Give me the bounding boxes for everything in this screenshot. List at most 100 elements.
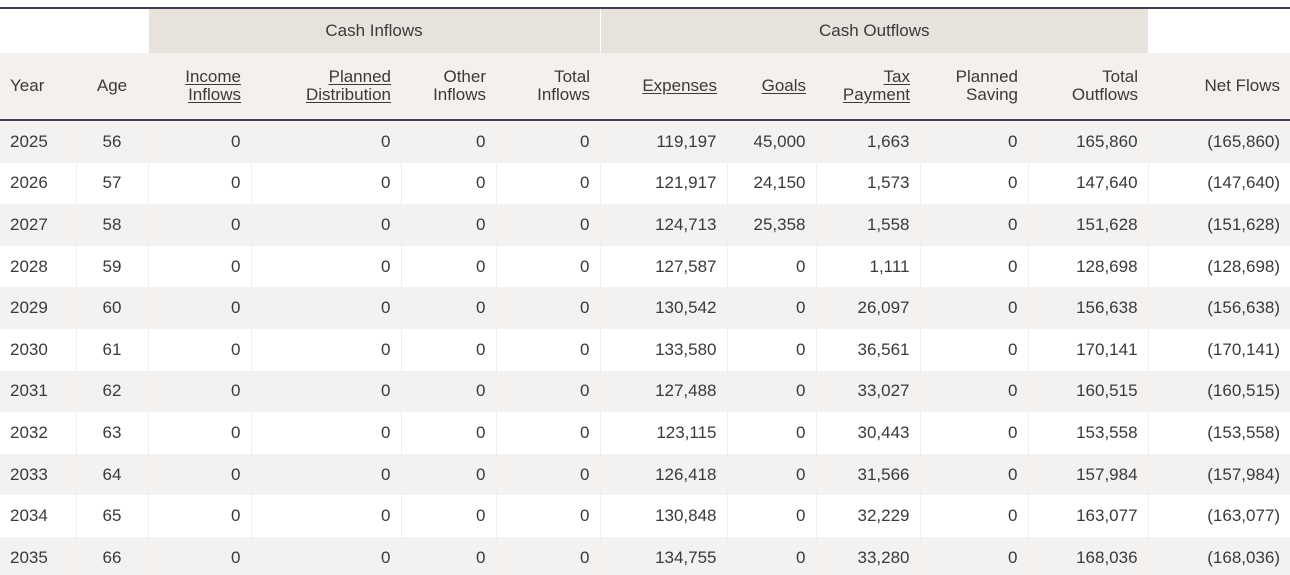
header-tax-payment-link[interactable]: Tax Payment xyxy=(816,53,921,121)
cell-total-outflows: 151,628 xyxy=(1028,204,1149,246)
cell-planned-saving: 0 xyxy=(920,120,1029,163)
cell-net-flows: (151,628) xyxy=(1148,204,1290,246)
table-row: 2026 57 0 0 0 0 121,917 24,150 1,573 0 147,640 (147… xyxy=(0,162,1290,205)
cell-total-outflows: 153,558 xyxy=(1028,412,1149,454)
cell-planned-saving: 0 xyxy=(920,536,1029,575)
cell-other-inflows: 0 xyxy=(401,453,497,496)
header-tax-payment-line2: Payment xyxy=(842,85,911,104)
header-goals-link[interactable]: Goals xyxy=(727,53,817,121)
cell-year: 2032 xyxy=(0,412,77,454)
cell-planned-distribution: 0 xyxy=(251,495,402,537)
header-total-outflows: Total Outflows xyxy=(1028,53,1149,121)
cell-net-flows: (170,141) xyxy=(1148,328,1290,371)
cell-net-flows: (163,077) xyxy=(1148,495,1290,537)
cell-total-outflows: 147,640 xyxy=(1028,162,1149,205)
table-row: 2030 61 0 0 0 0 133,580 0 36,561 0 170,141 (170,141… xyxy=(0,328,1290,371)
cell-other-inflows: 0 xyxy=(401,495,497,537)
header-total-inflows-line1: Total xyxy=(554,67,591,86)
header-planned-distribution-link[interactable]: Planned Distribution xyxy=(251,53,401,121)
cell-income-inflows: 0 xyxy=(148,245,252,288)
table-row: 2033 64 0 0 0 0 126,418 0 31,566 0 157,984 (157,984… xyxy=(0,453,1290,496)
cell-planned-saving: 0 xyxy=(920,204,1029,246)
column-group-header-row: Cash Inflows Cash Outflows xyxy=(0,8,1290,53)
cell-total-inflows: 0 xyxy=(496,328,601,371)
cell-year: 2035 xyxy=(0,536,77,575)
cell-total-inflows: 0 xyxy=(496,120,601,163)
cell-age: 64 xyxy=(76,453,149,496)
cell-expenses: 130,542 xyxy=(600,287,728,329)
header-planned-saving-line2: Saving xyxy=(966,85,1019,104)
cell-expenses: 123,115 xyxy=(600,412,728,454)
cell-planned-distribution: 0 xyxy=(251,328,402,371)
cell-total-outflows: 163,077 xyxy=(1028,495,1149,537)
cell-expenses: 127,488 xyxy=(600,370,728,413)
cell-planned-distribution: 0 xyxy=(251,370,402,413)
cell-total-outflows: 156,638 xyxy=(1028,287,1149,329)
cell-goals: 0 xyxy=(727,495,817,537)
table-body: 2025 56 0 0 0 0 119,197 45,000 1,663 0 165,860 (165… xyxy=(0,120,1290,575)
cell-planned-saving: 0 xyxy=(920,495,1029,537)
cell-net-flows: (147,640) xyxy=(1148,162,1290,205)
table-row: 2027 58 0 0 0 0 124,713 25,358 1,558 0 151,628 (151… xyxy=(0,204,1290,246)
cell-total-outflows: 165,860 xyxy=(1028,120,1149,163)
cell-planned-distribution: 0 xyxy=(251,204,402,246)
cell-planned-distribution: 0 xyxy=(251,120,402,163)
cell-age: 61 xyxy=(76,328,149,371)
group-header-spacer xyxy=(1148,8,1290,53)
cell-total-inflows: 0 xyxy=(496,536,601,575)
cell-year: 2027 xyxy=(0,204,77,246)
cell-expenses: 124,713 xyxy=(600,204,728,246)
cell-planned-distribution: 0 xyxy=(251,162,402,205)
cell-planned-saving: 0 xyxy=(920,287,1029,329)
cell-year: 2028 xyxy=(0,245,77,288)
cell-planned-saving: 0 xyxy=(920,162,1029,205)
cell-tax-payment: 31,566 xyxy=(816,453,921,496)
group-header-cash-inflows: Cash Inflows xyxy=(147,8,601,53)
cell-expenses: 121,917 xyxy=(600,162,728,205)
header-total-outflows-line2: Outflows xyxy=(1071,85,1139,104)
cell-income-inflows: 0 xyxy=(148,120,252,163)
cell-goals: 25,358 xyxy=(727,204,817,246)
header-expenses-link[interactable]: Expenses xyxy=(600,53,728,121)
cell-tax-payment: 30,443 xyxy=(816,412,921,454)
cell-goals: 0 xyxy=(727,536,817,575)
header-tax-payment-line1: Tax xyxy=(883,67,911,86)
cell-net-flows: (160,515) xyxy=(1148,370,1290,413)
cell-year: 2026 xyxy=(0,162,77,205)
cell-total-outflows: 170,141 xyxy=(1028,328,1149,371)
cell-tax-payment: 1,573 xyxy=(816,162,921,205)
cell-expenses: 133,580 xyxy=(600,328,728,371)
cell-income-inflows: 0 xyxy=(148,453,252,496)
cell-planned-saving: 0 xyxy=(920,453,1029,496)
cell-age: 62 xyxy=(76,370,149,413)
cell-goals: 0 xyxy=(727,412,817,454)
cell-total-inflows: 0 xyxy=(496,453,601,496)
cell-planned-distribution: 0 xyxy=(251,287,402,329)
header-planned-saving: Planned Saving xyxy=(920,53,1029,121)
cell-tax-payment: 36,561 xyxy=(816,328,921,371)
header-other-inflows-line1: Other xyxy=(443,67,486,86)
cell-other-inflows: 0 xyxy=(401,120,497,163)
cell-expenses: 134,755 xyxy=(600,536,728,575)
cell-goals: 45,000 xyxy=(727,120,817,163)
table-row: 2028 59 0 0 0 0 127,587 0 1,111 0 128,698 (128,698) xyxy=(0,245,1290,288)
cell-tax-payment: 1,558 xyxy=(816,204,921,246)
cell-year: 2034 xyxy=(0,495,77,537)
cell-planned-saving: 0 xyxy=(920,412,1029,454)
cell-total-inflows: 0 xyxy=(496,204,601,246)
cell-age: 57 xyxy=(76,162,149,205)
cell-total-inflows: 0 xyxy=(496,162,601,205)
header-other-inflows: Other Inflows xyxy=(401,53,496,121)
header-income-inflows-link[interactable]: Income Inflows xyxy=(148,53,251,121)
header-income-inflows-line1: Income xyxy=(185,67,241,86)
header-other-inflows-line2: Inflows xyxy=(433,85,486,104)
cell-income-inflows: 0 xyxy=(148,287,252,329)
cell-income-inflows: 0 xyxy=(148,370,252,413)
cell-age: 58 xyxy=(76,204,149,246)
cell-net-flows: (153,558) xyxy=(1148,412,1290,454)
table-row: 2034 65 0 0 0 0 130,848 0 32,229 0 163,077 (163,077… xyxy=(0,495,1290,537)
cell-year: 2030 xyxy=(0,328,77,371)
cell-planned-distribution: 0 xyxy=(251,536,402,575)
cell-planned-distribution: 0 xyxy=(251,412,402,454)
